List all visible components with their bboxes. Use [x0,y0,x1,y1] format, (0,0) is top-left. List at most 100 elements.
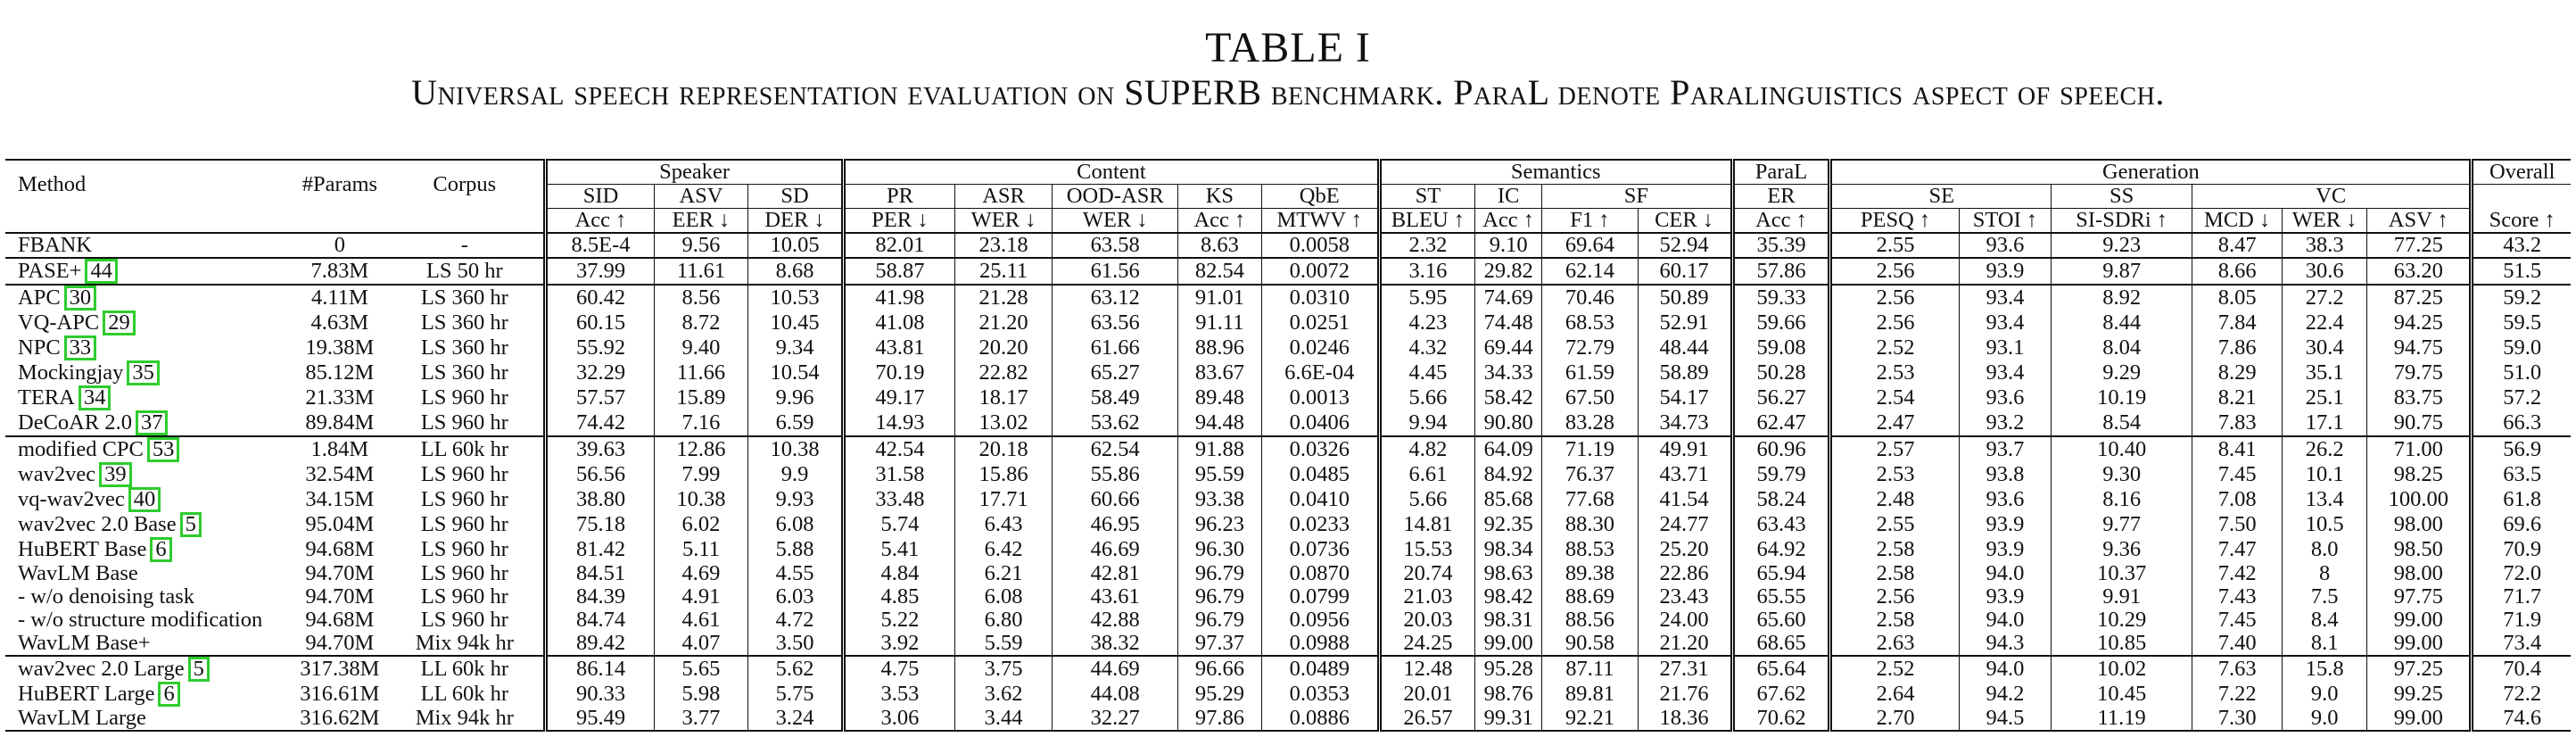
value-cell: 93.6 [1958,487,2052,512]
value-cell: 93.4 [1958,311,2052,335]
value-cell: 10.37 [2051,562,2192,585]
method-name: wav2vec 2.0 Base [18,512,177,536]
task-st: ST [1376,184,1475,209]
method-cell: wav2vec 2.0 Large 5 [5,655,294,682]
value-cell: 5.11 [654,537,748,562]
value-cell: 94.48 [1177,410,1262,436]
value-cell: 96.66 [1177,655,1262,682]
value-cell: 4.69 [654,562,748,585]
metric-header: Score ↑ [2469,208,2571,234]
value-cell: 69.64 [1541,233,1639,258]
value-cell: 4.91 [654,585,748,609]
citation-link[interactable]: 5 [179,512,202,537]
table-row: - w/o structure modification 94.68M LS 960… [5,609,2571,632]
value-cell: 88.96 [1177,335,1262,360]
value-cell: 14.81 [1376,512,1475,537]
corpus-cell: Mix 94k hr [415,632,514,655]
value-cell: 72.79 [1541,335,1639,360]
value-cell: 62.54 [1052,435,1178,462]
citation-link[interactable]: 30 [63,286,97,311]
value-cell: 77.68 [1541,487,1639,512]
method-cell: wav2vec 2.0 Base 5 [5,512,293,537]
value-cell: 82.01 [841,233,955,258]
table-row: vq-wav2vec 40 34.15M LS 960 hr 38.80 10.38 9.9… [5,487,2571,512]
value-cell: 89.48 [1177,385,1262,410]
citation-link[interactable]: 35 [127,360,160,385]
value-cell: 0.0799 [1260,585,1380,609]
method-cell: WavLM Base+ [5,632,293,656]
value-cell: 3.50 [747,632,844,656]
metric-header: EER ↓ [654,208,748,234]
metric-header: ASV ↑ [2366,208,2472,234]
value-cell: 5.62 [747,655,844,682]
value-cell: 93.1 [1958,335,2052,360]
value-cell: 95.28 [1474,655,1542,682]
citation-link[interactable]: 53 [146,438,180,462]
value-cell: 10.02 [2051,655,2192,682]
value-cell: 9.23 [2051,233,2192,258]
group-paral: ParaL [1730,159,1830,185]
citation-link[interactable]: 29 [103,311,136,335]
citation-link[interactable]: 5 [187,658,210,682]
value-cell: 93.7 [1958,435,2052,462]
value-cell: 14.93 [841,410,955,436]
value-cell: 83.67 [1177,360,1262,385]
value-cell: 53.62 [1052,410,1178,436]
task-asr: ASR [954,184,1053,209]
corpus-cell: LL 60k hr [385,435,546,462]
task-qbe: QbE [1260,184,1380,209]
value-cell: 58.49 [1052,385,1178,410]
value-cell: 23.43 [1637,585,1733,609]
value-cell: 8.5E-4 [542,233,655,258]
value-cell: 2.32 [1376,233,1475,258]
value-cell: 11.61 [654,257,748,285]
value-cell: 0.0886 [1260,707,1380,732]
params-cell: 0 [334,233,345,257]
value-cell: 2.57 [1828,435,1960,462]
citation-link[interactable]: 6 [158,682,180,707]
value-cell: 8.63 [1177,233,1262,258]
value-cell: 90.33 [542,682,655,707]
table-row: Mockingjay 35 85.12M LS 360 hr 32.29 11.66 10.… [5,360,2571,385]
value-cell: 23.18 [954,233,1053,258]
value-cell: 42.81 [1052,562,1178,585]
value-cell: 8.04 [2051,335,2192,360]
value-cell: 97.75 [2366,585,2472,609]
method-name: FBANK [18,233,93,257]
corpus-cell: - [460,233,468,257]
value-cell: 9.30 [2051,462,2192,487]
citation-link[interactable]: 40 [128,487,161,512]
citation-link[interactable]: 44 [85,260,118,284]
value-cell: 65.27 [1052,360,1178,385]
metric-header: WER ↓ [2282,208,2367,234]
value-cell: 0.0736 [1260,537,1380,562]
value-cell: 46.69 [1052,537,1178,562]
value-cell: 65.64 [1730,655,1830,682]
value-cell: 7.5 [2282,585,2367,609]
value-cell: 2.52 [1828,335,1960,360]
value-cell: 89.42 [542,632,655,656]
corpus-cell: LL 60k hr [420,682,509,706]
value-cell: 6.03 [747,585,844,609]
value-cell: 0.0410 [1260,487,1380,512]
corpus-cell: LS 960 hr [420,562,508,585]
value-cell: 9.9 [747,462,844,487]
corpus-cell: LS 960 hr [420,537,508,561]
value-cell: 99.25 [2366,682,2472,707]
results-table: Method #Params Corpus Speaker Content Se… [5,159,2571,732]
method-name: - w/o denoising task [18,585,195,609]
citation-link[interactable]: 6 [150,537,172,562]
value-cell: 57.2 [2469,385,2571,410]
citation-link[interactable]: 37 [135,410,169,435]
value-cell: 62.14 [1541,257,1639,285]
params-cell: 94.68M [305,609,375,632]
value-cell: 60.15 [542,311,655,335]
citation-link[interactable]: 39 [99,462,132,487]
value-cell: 8.41 [2192,435,2283,462]
value-cell: 43.2 [2469,233,2571,258]
value-cell: 59.5 [2469,311,2571,335]
value-cell: 89.38 [1541,562,1639,585]
value-cell: 4.85 [841,585,955,609]
citation-link[interactable]: 33 [63,335,97,360]
citation-link[interactable]: 34 [78,385,111,410]
